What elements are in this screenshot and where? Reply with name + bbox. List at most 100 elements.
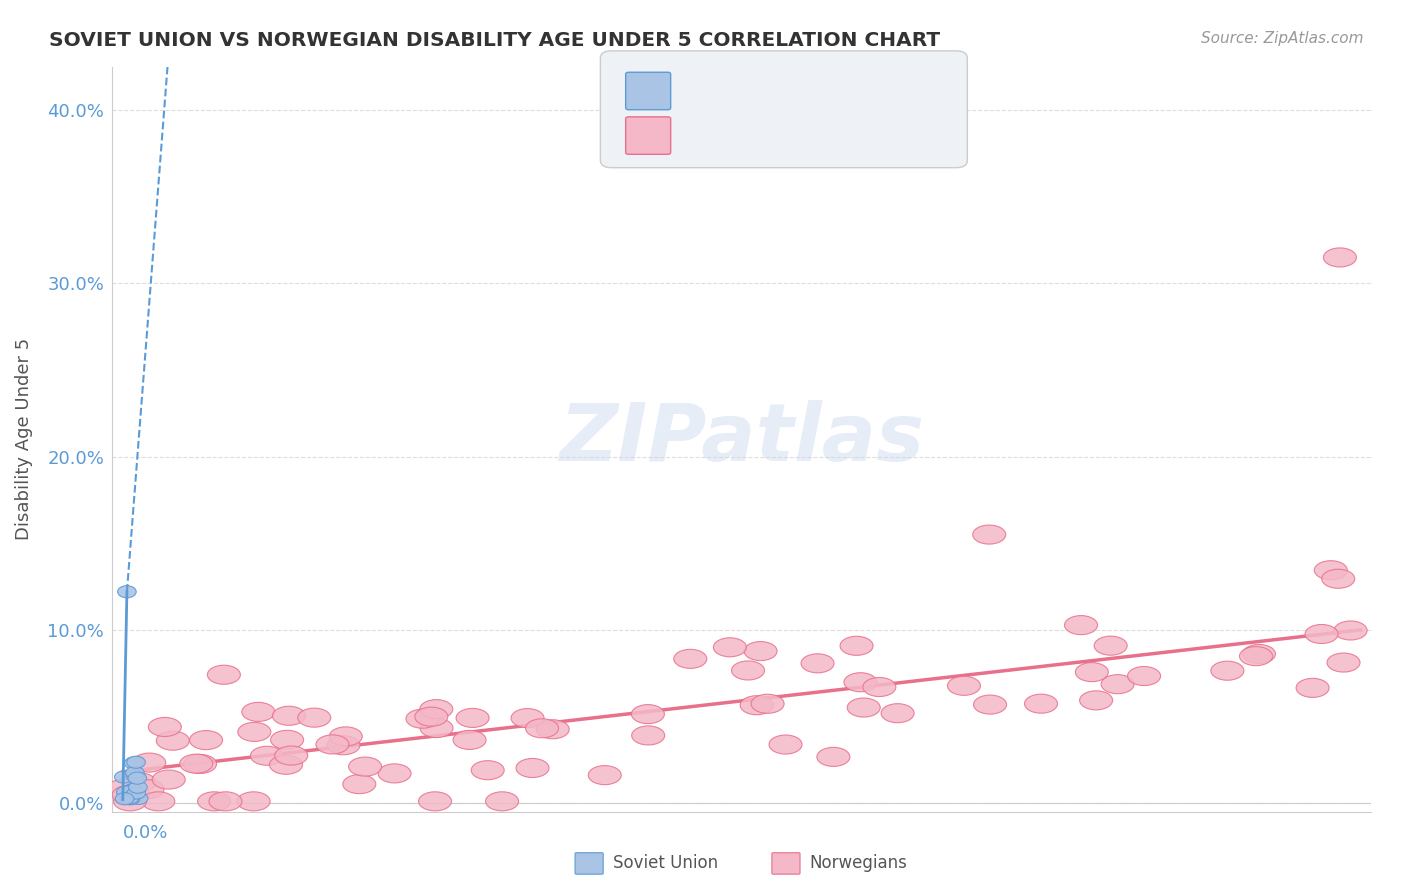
Ellipse shape [117,786,135,798]
Text: Soviet Union: Soviet Union [613,855,718,872]
Ellipse shape [121,793,139,805]
Ellipse shape [1094,636,1128,656]
Text: R =: R = [679,81,721,101]
Ellipse shape [127,787,146,799]
Ellipse shape [1334,621,1367,640]
Ellipse shape [1323,248,1357,267]
Ellipse shape [149,717,181,737]
Ellipse shape [129,792,148,805]
Ellipse shape [127,770,145,782]
Text: 82: 82 [834,126,860,145]
Text: SOVIET UNION VS NORWEGIAN DISABILITY AGE UNDER 5 CORRELATION CHART: SOVIET UNION VS NORWEGIAN DISABILITY AGE… [49,31,941,50]
Ellipse shape [118,792,138,804]
Ellipse shape [536,720,569,739]
Text: Source: ZipAtlas.com: Source: ZipAtlas.com [1201,31,1364,46]
Ellipse shape [198,792,231,811]
Ellipse shape [420,719,453,738]
Ellipse shape [744,641,778,661]
Ellipse shape [209,792,242,811]
Ellipse shape [1305,624,1339,643]
Ellipse shape [453,731,486,749]
Ellipse shape [419,792,451,811]
Ellipse shape [1211,661,1244,681]
Ellipse shape [238,792,270,811]
Ellipse shape [156,731,190,750]
Ellipse shape [242,702,274,722]
Ellipse shape [124,783,142,796]
Text: 17: 17 [834,81,860,101]
Ellipse shape [415,707,449,726]
Ellipse shape [238,723,271,741]
Ellipse shape [839,636,873,656]
Ellipse shape [1080,690,1112,710]
Ellipse shape [740,696,773,714]
Ellipse shape [132,753,166,772]
Ellipse shape [250,747,284,765]
Ellipse shape [1128,666,1160,686]
Ellipse shape [184,755,217,773]
Ellipse shape [378,764,411,783]
Ellipse shape [731,661,765,680]
Text: 0.0%: 0.0% [122,823,169,842]
Ellipse shape [270,756,302,774]
Ellipse shape [948,676,980,696]
Text: ZIPatlas: ZIPatlas [560,401,924,478]
Ellipse shape [1025,694,1057,714]
Ellipse shape [471,761,505,780]
Ellipse shape [801,654,834,673]
Ellipse shape [882,704,914,723]
Ellipse shape [298,708,330,727]
Ellipse shape [107,779,141,798]
Ellipse shape [114,771,134,783]
Ellipse shape [270,731,304,749]
Ellipse shape [142,792,174,811]
Ellipse shape [673,649,707,668]
Text: N =: N = [801,81,845,101]
Text: R =: R = [679,126,721,145]
Ellipse shape [114,792,146,811]
Ellipse shape [526,719,558,738]
Ellipse shape [117,785,149,804]
Ellipse shape [1296,678,1329,698]
Ellipse shape [420,699,453,719]
Text: 0.392: 0.392 [714,126,776,145]
Ellipse shape [485,792,519,811]
Ellipse shape [131,780,165,798]
Ellipse shape [326,736,360,755]
Ellipse shape [121,792,139,804]
Ellipse shape [329,727,363,746]
Ellipse shape [343,774,375,794]
Ellipse shape [190,731,222,749]
Ellipse shape [1076,663,1108,681]
Ellipse shape [1315,561,1347,580]
Ellipse shape [631,726,665,745]
Ellipse shape [207,665,240,684]
Ellipse shape [510,708,544,728]
Ellipse shape [751,694,785,714]
Ellipse shape [769,735,801,754]
Ellipse shape [1327,653,1360,672]
Ellipse shape [817,747,849,766]
Ellipse shape [973,695,1007,714]
Ellipse shape [1064,615,1098,634]
Ellipse shape [115,793,134,805]
Ellipse shape [152,770,186,789]
Ellipse shape [122,772,156,792]
Ellipse shape [349,757,381,776]
Ellipse shape [1101,674,1135,694]
Ellipse shape [863,678,896,697]
Ellipse shape [124,757,143,769]
Ellipse shape [973,525,1005,544]
Ellipse shape [273,706,305,725]
Ellipse shape [125,766,145,779]
Ellipse shape [316,735,349,754]
Ellipse shape [844,673,877,692]
Ellipse shape [180,754,212,773]
Ellipse shape [1322,569,1355,589]
Ellipse shape [456,708,489,728]
Ellipse shape [127,756,145,768]
Ellipse shape [406,709,439,728]
Ellipse shape [1240,647,1272,665]
Text: Norwegians: Norwegians [810,855,908,872]
Ellipse shape [128,781,148,793]
